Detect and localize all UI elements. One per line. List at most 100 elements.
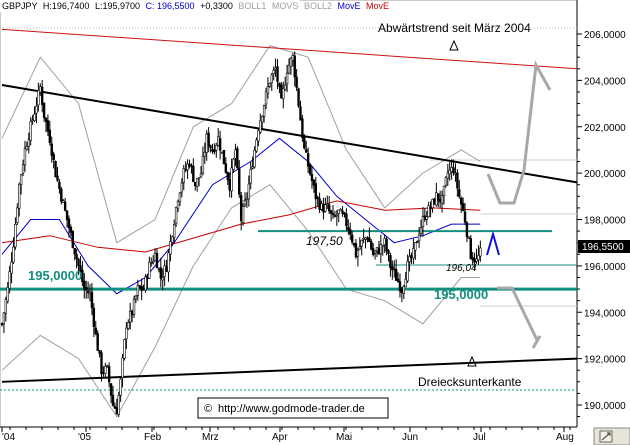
candle-body-up <box>217 136 220 146</box>
candle-body-down <box>165 266 168 272</box>
candle-body-up <box>10 261 13 274</box>
candle-body-down <box>318 198 321 210</box>
candle-body-up <box>220 151 224 154</box>
candle-body-down <box>194 182 197 187</box>
candle-body-down <box>224 163 228 173</box>
candle-body-down <box>370 241 373 250</box>
candle-body-up <box>477 255 480 261</box>
candle-body-up <box>467 236 471 239</box>
candle-body-up <box>375 247 379 252</box>
candle-body-up <box>291 54 295 61</box>
candle-body-down <box>377 247 381 255</box>
candle-body-up <box>440 195 444 204</box>
candle-body-down <box>96 333 99 351</box>
candle-body-down <box>308 164 312 175</box>
candle-body-down <box>301 118 304 138</box>
candle-body-down <box>429 207 432 210</box>
header-close: C: 196,5500 <box>146 1 195 11</box>
candle-body-up <box>144 276 147 291</box>
candle-body-up <box>161 277 164 281</box>
candle-body-down <box>69 227 73 233</box>
candle-body-down <box>310 173 314 182</box>
candle-body-up <box>163 265 166 277</box>
candle-body-down <box>299 106 302 121</box>
candle-body-down <box>42 102 46 119</box>
y-tick-label: 190,0000 <box>584 401 626 412</box>
candle-body-up <box>450 167 453 172</box>
candle-body-up <box>23 148 27 166</box>
candle-body-down <box>456 172 459 189</box>
candle-body-down <box>306 153 310 167</box>
candle-body-up <box>446 172 450 179</box>
candle-body-down <box>146 277 149 280</box>
candle-body-up <box>215 144 218 151</box>
candle-body-up <box>169 241 172 255</box>
candle-body-up <box>287 64 291 74</box>
candle-body-down <box>65 210 69 221</box>
candle-body-down <box>73 247 76 255</box>
x-tick-label: Jun <box>402 432 418 443</box>
candle-body-up <box>261 115 264 123</box>
x-tick-label: '04 <box>2 432 15 443</box>
y-tick-label: 194,0000 <box>584 308 626 319</box>
candle-body-down <box>75 254 78 260</box>
y-tick-label: 198,0000 <box>584 216 626 227</box>
candle-body-down <box>113 406 117 409</box>
candle-body-down <box>465 222 469 237</box>
candle-body-down <box>58 181 61 189</box>
arrow-marker-top <box>449 39 459 51</box>
candle-body-down <box>354 243 358 258</box>
candle-body-down <box>461 203 465 211</box>
watermark-url[interactable]: http://www.godmode-trader.de <box>218 403 365 415</box>
y-tick-label: 202,0000 <box>584 123 626 134</box>
projection-blue-arrow <box>486 230 500 256</box>
candle-body-up <box>442 185 446 197</box>
candle-body-up <box>37 90 40 106</box>
candle-body-down <box>331 213 335 215</box>
candle-body-up <box>132 298 136 315</box>
level-197-label: 197,50 <box>306 234 343 248</box>
x-tick-label: '05 <box>78 432 91 443</box>
scale-icon[interactable] <box>599 430 613 443</box>
candle-body-up <box>176 200 180 210</box>
candle-body-up <box>104 366 107 374</box>
candle-body-down <box>52 153 55 160</box>
x-tick-label: Aug <box>556 432 574 443</box>
level-195-right-label: 195,0000 <box>434 287 488 302</box>
header-ind-movs: MOVS <box>272 1 299 11</box>
candle-body-down <box>276 66 279 82</box>
candle-body-up <box>257 130 260 142</box>
candle-body-down <box>350 234 354 243</box>
candle-body-down <box>213 149 216 153</box>
header-symbol: GBPJPY <box>2 1 38 11</box>
candle-body-up <box>19 174 23 185</box>
candle-body-up <box>259 120 262 133</box>
header-high: H:196,7400 <box>43 1 90 11</box>
candle-body-down <box>345 213 348 227</box>
candle-body-up <box>205 133 208 153</box>
candle-body-up <box>8 271 11 289</box>
candle-body-down <box>329 210 333 214</box>
candle-body-up <box>186 163 189 171</box>
candle-body-up <box>203 151 207 157</box>
candle-body-down <box>83 280 86 290</box>
x-tick-label: Apr <box>272 432 288 443</box>
candle-body-down <box>159 267 163 279</box>
candle-body-down <box>46 120 50 132</box>
candle-body-down <box>60 188 63 202</box>
candle-body-up <box>324 204 327 212</box>
candle-body-down <box>102 372 105 374</box>
trend-title-label: Abwärtstrend seit März 2004 <box>378 21 531 35</box>
candle-body-up <box>121 357 124 378</box>
candle-body-up <box>125 327 128 340</box>
candle-body-up <box>197 177 201 179</box>
candle-body-down <box>226 172 229 181</box>
candle-body-down <box>387 250 390 255</box>
candle-body-down <box>322 204 325 213</box>
candle-body-down <box>84 287 88 291</box>
candle-body-up <box>356 250 360 257</box>
candle-body-up <box>255 139 258 152</box>
candle-body-up <box>123 339 126 359</box>
candle-body-down <box>471 257 474 261</box>
candle-body-up <box>337 209 340 214</box>
